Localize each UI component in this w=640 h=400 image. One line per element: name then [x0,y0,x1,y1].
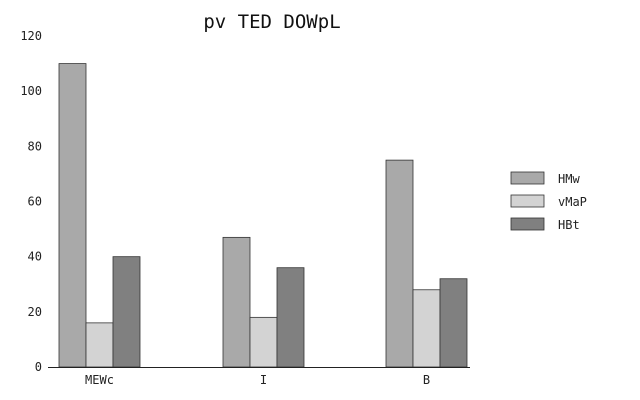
legend-swatch-vMaP [510,194,545,208]
bar-HMw-I [222,236,251,368]
x-tick-label: I [260,373,267,387]
y-tick-label: 100 [20,84,42,98]
y-tick-label: 0 [35,360,42,374]
y-tick-label: 120 [20,29,42,43]
legend-swatch-HMw [510,171,545,185]
bar-vMaP-B [412,289,441,368]
y-tick-label: 80 [28,139,42,153]
bar-HBt-I [276,267,305,368]
bar-vMaP-MEWc [85,322,114,368]
legend-label-HMw: HMw [558,172,580,186]
bars [58,63,468,368]
y-tick-label: 60 [28,195,42,209]
bar-HMw-MEWc [58,63,87,368]
x-tick-label: B [423,373,430,387]
bar-HBt-MEWc [112,256,141,368]
legend-label-HBt: HBt [558,218,580,232]
y-axis-ticks: 0 20 40 60 80 100 120 [20,29,42,374]
chart-title: pv TED DOWpL [203,11,340,33]
y-tick-label: 20 [28,305,42,319]
bar-vMaP-I [249,316,278,368]
bar-HMw-B [385,159,414,368]
bar-HBt-B [439,278,468,368]
legend: HMw vMaP HBt [510,171,587,232]
x-axis-ticks: MEWc I B [85,373,430,387]
x-tick-label: MEWc [85,373,114,387]
y-tick-label: 40 [28,250,42,264]
legend-label-vMaP: vMaP [558,195,587,209]
legend-swatch-HBt [510,217,545,231]
